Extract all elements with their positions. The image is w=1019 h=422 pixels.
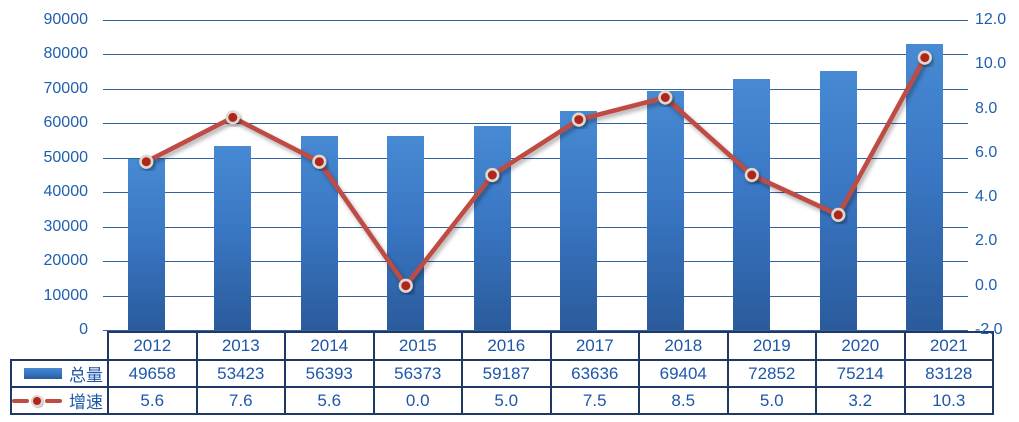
value-cell: 49658 — [107, 359, 198, 388]
y-axis-right-label: -2.0 — [975, 321, 1003, 338]
line-marker-2016 — [485, 167, 500, 183]
bar-2018 — [646, 90, 684, 330]
value-cell: 56393 — [284, 359, 375, 388]
line-marker-2018 — [658, 90, 673, 105]
gridline — [103, 157, 968, 159]
y-axis-right-label: 8.0 — [975, 99, 998, 117]
bar-2021 — [906, 43, 944, 330]
gridline — [103, 88, 968, 90]
year-cell: 2012 — [107, 331, 198, 361]
gridline — [103, 54, 968, 56]
y-axis-left-label: 70000 — [43, 79, 89, 97]
line-swatch-icon — [13, 394, 62, 408]
gridline — [103, 192, 968, 194]
year-cell: 2020 — [815, 331, 906, 361]
line-marker-2013 — [225, 110, 240, 125]
year-cell: 2015 — [372, 331, 463, 361]
y-axis-left-label: 60000 — [43, 114, 89, 132]
line-marker-2020 — [831, 207, 846, 222]
value-cell: 72852 — [726, 359, 817, 388]
y-axis-right-label: 6.0 — [975, 143, 998, 161]
plot-area — [103, 20, 968, 331]
value-cell: 83128 — [903, 359, 994, 388]
value-cell: 3.2 — [815, 386, 906, 415]
series-label: 总量 — [69, 366, 103, 385]
legend-entry: 总量 — [13, 362, 106, 385]
table-series-row: 增速 5.6 7.6 5.6 0.0 5.0 7.5 8.5 5.0 3.2 10.3 — [10, 386, 994, 415]
year-cell: 2016 — [461, 331, 552, 361]
line-marker-2012 — [139, 154, 154, 169]
bar-2017 — [560, 110, 598, 330]
y-axis-left-label: 20000 — [43, 252, 89, 270]
legend-entry: 增速 — [13, 389, 106, 412]
bar-2013 — [214, 146, 252, 330]
year-cell: 2017 — [549, 331, 640, 361]
year-cell: 2018 — [638, 331, 729, 361]
bar-2015 — [387, 135, 425, 330]
gridline — [103, 295, 968, 297]
year-cell: 2019 — [726, 331, 817, 361]
value-cell: 5.0 — [461, 386, 552, 415]
value-cell: 10.3 — [903, 386, 994, 415]
table-series-row: 总量 49658 53423 56393 56373 59187 63636 69404 728… — [10, 359, 994, 388]
y-axis-right-label: 10.0 — [975, 55, 1007, 73]
data-table: 2012 2013 2014 2015 2016 2017 2018 2019 2020 2021… — [10, 331, 994, 415]
gridline — [103, 20, 968, 21]
year-cell: 2014 — [284, 331, 375, 361]
legend-cell: 总量 — [10, 359, 109, 388]
year-cell: 2013 — [195, 331, 286, 361]
line-marker-2017 — [571, 112, 586, 127]
y-axis-right-label: 12.0 — [975, 11, 1007, 28]
y-axis-left-label: 30000 — [43, 217, 89, 235]
line-marker-2014 — [312, 154, 327, 169]
y-axis-left-label: 40000 — [43, 183, 89, 201]
value-cell: 69404 — [638, 359, 729, 388]
line-marker-2019 — [744, 167, 759, 183]
y-axis-right-label: 2.0 — [975, 232, 998, 250]
value-cell: 8.5 — [638, 386, 729, 415]
year-cell: 2021 — [903, 331, 994, 361]
legend-cell: 增速 — [10, 386, 109, 415]
value-cell: 7.5 — [549, 386, 640, 415]
gridline — [103, 261, 968, 263]
series-label: 增速 — [69, 393, 103, 412]
gridline — [103, 226, 968, 228]
bar-2016 — [473, 126, 511, 330]
y-axis-right-label: 4.0 — [975, 188, 998, 206]
growth-line — [143, 55, 928, 289]
line-marker-2015 — [398, 278, 413, 293]
value-cell: 5.6 — [107, 386, 198, 415]
growth-line-layer — [139, 50, 932, 293]
value-cell: 0.0 — [372, 386, 463, 415]
y-axis-left-label: 0 — [79, 321, 88, 338]
bar-2012 — [127, 158, 165, 330]
y-axis-right-label: 0.0 — [975, 276, 998, 294]
value-cell: 5.6 — [284, 386, 375, 415]
line-marker-2021 — [917, 50, 932, 65]
value-cell: 56373 — [372, 359, 463, 388]
value-cell: 63636 — [549, 359, 640, 388]
table-year-row: 2012 2013 2014 2015 2016 2017 2018 2019 2020 2021 — [11, 331, 994, 361]
value-cell: 75214 — [815, 359, 906, 388]
value-cell: 5.0 — [726, 386, 817, 415]
y-axis-left-label: 10000 — [43, 286, 89, 304]
bar-2019 — [733, 79, 771, 330]
y-axis-left-label: 90000 — [43, 11, 89, 28]
bar-2020 — [819, 70, 857, 330]
y-axis-left-label: 50000 — [43, 148, 89, 166]
gridline — [103, 330, 968, 331]
y-axis-left-label: 80000 — [43, 45, 89, 63]
bar-swatch-icon — [24, 368, 62, 379]
gridline — [103, 123, 968, 125]
value-cell: 59187 — [461, 359, 552, 388]
value-cell: 7.6 — [195, 386, 286, 415]
value-cell: 53423 — [195, 359, 286, 388]
